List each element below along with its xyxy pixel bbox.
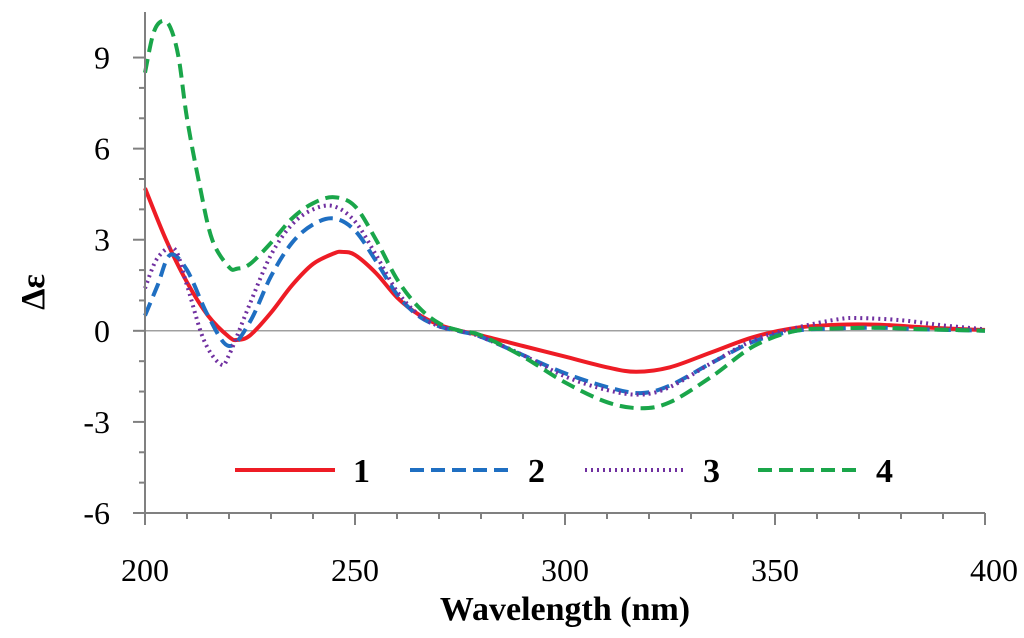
x-axis-title: Wavelength (nm) xyxy=(440,591,690,628)
y-tick-label: 9 xyxy=(94,40,110,76)
legend-label-4: 4 xyxy=(876,453,893,490)
tick-labels: -6 -3 0 3 6 9 200 250 300 350 400 xyxy=(83,40,1018,588)
ticks xyxy=(133,56,986,525)
y-tick-label: 6 xyxy=(94,131,110,167)
series-line-4 xyxy=(143,18,986,411)
x-tick-label: 200 xyxy=(121,552,169,588)
x-tick-label: 400 xyxy=(970,552,1018,588)
series-group xyxy=(143,18,986,411)
y-axis-title: Δε xyxy=(15,274,52,310)
y-tick-label: 3 xyxy=(94,222,110,258)
y-tick-label: 0 xyxy=(94,313,110,349)
x-tick-label: 350 xyxy=(751,552,799,588)
series-line-3 xyxy=(143,203,986,397)
x-tick-label: 250 xyxy=(331,552,379,588)
y-tick-label: -3 xyxy=(83,404,110,440)
x-tick-label: 300 xyxy=(541,552,589,588)
legend-label-2: 2 xyxy=(528,453,545,490)
legend-label-3: 3 xyxy=(703,453,720,490)
y-tick-label: -6 xyxy=(83,495,110,531)
legend-label-1: 1 xyxy=(353,453,370,490)
axes xyxy=(144,12,985,514)
legend: 1 2 3 4 xyxy=(235,453,893,490)
